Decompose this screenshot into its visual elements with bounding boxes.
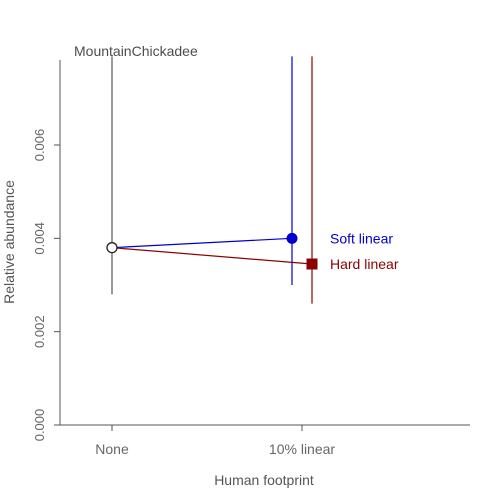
x-tick-label: None: [95, 441, 129, 457]
chart-title: MountainChickadee: [74, 43, 198, 59]
series-line-circle: [111, 237, 293, 249]
y-axis-label: Relative abundance: [1, 180, 17, 304]
y-tick-label: 0.002: [32, 315, 47, 348]
series-label: Hard linear: [330, 256, 399, 272]
y-tick-label: 0.000: [32, 409, 47, 442]
chart-marks: Soft linear Hard linear: [106, 56, 399, 304]
series-line-square: [111, 247, 313, 265]
y-tick-label: 0.006: [32, 129, 47, 162]
axes: 0.000 0.002 0.004 0.006 None 10% linear: [32, 60, 470, 457]
x-tick-label: 10% linear: [269, 441, 335, 457]
data-point-square: [306, 258, 318, 270]
reference-point: [106, 242, 118, 254]
y-tick-label: 0.004: [32, 222, 47, 255]
data-point-circle: [286, 232, 298, 244]
series-label: Soft linear: [330, 230, 393, 246]
x-axis-label: Human footprint: [214, 472, 314, 488]
